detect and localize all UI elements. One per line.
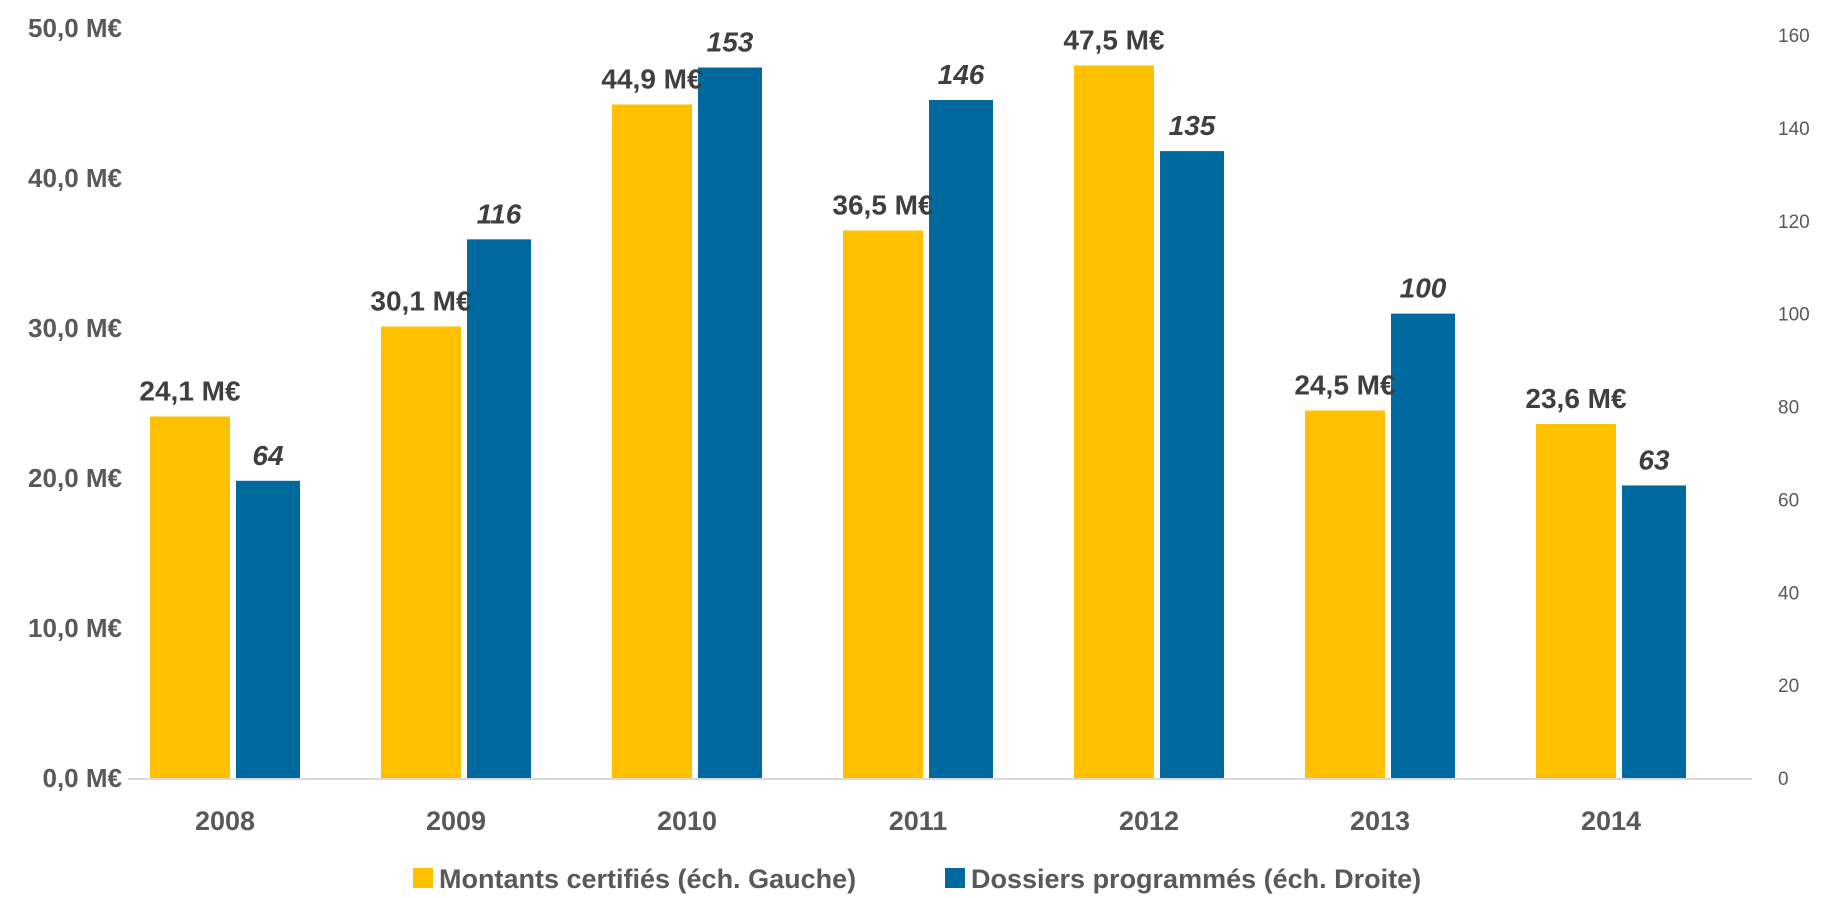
bar-montants-2014	[1536, 424, 1616, 778]
y-right-tick: 0	[1778, 769, 1789, 790]
y-left-tick: 20,0 M€	[28, 463, 122, 493]
bar-montants-2010	[612, 104, 692, 778]
legend-swatch-montants	[413, 868, 433, 888]
x-axis: 2008 2009 2010 2011 2012 2013 2014	[195, 806, 1641, 836]
data-label-dossiers-2014: 63	[1638, 444, 1670, 475]
data-label-dossiers-2012: 135	[1169, 110, 1216, 141]
y-left-tick: 50,0 M€	[28, 13, 122, 43]
y-right-tick: 120	[1778, 212, 1810, 233]
x-tick-2013: 2013	[1350, 806, 1410, 836]
bar-dossiers-2009	[467, 239, 531, 778]
legend-label-montants: Montants certifiés (éch. Gauche)	[439, 864, 856, 894]
x-tick-2014: 2014	[1581, 806, 1641, 836]
y-right-tick: 100	[1778, 305, 1810, 326]
y-right-tick: 160	[1778, 26, 1810, 47]
bar-montants-2009	[381, 326, 461, 778]
data-label-dossiers-2011: 146	[938, 59, 985, 90]
y-left-tick: 30,0 M€	[28, 313, 122, 343]
bar-dossiers-2013	[1391, 313, 1455, 778]
y-right-tick: 80	[1778, 398, 1799, 419]
y-right-tick: 20	[1778, 676, 1799, 697]
data-label-montants-2012: 47,5 M€	[1063, 25, 1165, 56]
data-label-dossiers-2008: 64	[252, 440, 284, 471]
legend: Montants certifiés (éch. Gauche) Dossiers…	[413, 864, 1421, 894]
data-label-montants-2013: 24,5 M€	[1294, 370, 1396, 401]
y-left-tick: 10,0 M€	[28, 613, 122, 643]
y-axis-left: 0,0 M€ 10,0 M€ 20,0 M€ 30,0 M€ 40,0 M€ 50,0 M…	[28, 13, 122, 793]
data-label-dossiers-2009: 116	[477, 198, 522, 229]
bar-montants-2008	[150, 416, 230, 778]
bar-montants-2013	[1305, 410, 1385, 778]
bar-montants-2011	[843, 230, 923, 778]
x-tick-2012: 2012	[1119, 806, 1179, 836]
data-label-dossiers-2010: 153	[707, 27, 754, 58]
legend-swatch-dossiers	[945, 868, 965, 888]
bar-dossiers-2010	[698, 67, 762, 779]
x-tick-2010: 2010	[657, 806, 717, 836]
bars-layer	[150, 65, 1686, 779]
y-right-tick: 40	[1778, 583, 1799, 604]
y-left-tick: 40,0 M€	[28, 163, 122, 193]
bar-montants-2012	[1074, 65, 1154, 778]
x-tick-2008: 2008	[195, 806, 255, 836]
y-right-tick: 140	[1778, 119, 1810, 140]
y-left-tick: 0,0 M€	[43, 763, 123, 793]
data-label-dossiers-2013: 100	[1400, 273, 1447, 304]
data-label-montants-2011: 36,5 M€	[832, 190, 934, 221]
y-right-tick: 60	[1778, 490, 1799, 511]
legend-label-dossiers: Dossiers programmés (éch. Droite)	[971, 864, 1421, 894]
bar-dossiers-2008	[236, 480, 300, 778]
y-axis-right: 0 20 40 60 80 100 120 140 160	[1778, 26, 1810, 790]
data-label-montants-2009: 30,1 M€	[370, 286, 472, 317]
bar-dossiers-2014	[1622, 485, 1686, 778]
data-labels-layer: 24,1 M€ 64 30,1 M€ 116 44,9 M€153 36,5 M€ 146 4…	[139, 25, 1670, 476]
x-tick-2011: 2011	[889, 806, 948, 836]
data-label-montants-2014: 23,6 M€	[1525, 383, 1627, 414]
data-label-montants-2010: 44,9 M€	[601, 64, 703, 95]
bar-dossiers-2011	[929, 100, 993, 778]
data-label-montants-2008: 24,1 M€	[139, 376, 241, 407]
bar-dossiers-2012	[1160, 151, 1224, 778]
x-tick-2009: 2009	[426, 806, 486, 836]
